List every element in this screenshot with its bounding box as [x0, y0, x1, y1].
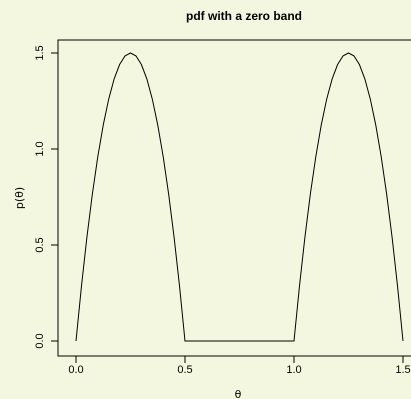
y-axis-label: p(θ): [13, 187, 26, 209]
y-tick-label: 0.5: [34, 237, 46, 252]
x-axis: 0.0 0.5 1.0 1.5: [68, 356, 411, 376]
plot-frame: [57, 39, 411, 357]
density-curve: [75, 52, 404, 342]
x-tick-label: 0.0: [68, 364, 83, 376]
chart-title: pdf with a zero band: [186, 9, 302, 23]
x-tick-label: 1.0: [286, 364, 301, 376]
x-tick-label: 1.5: [395, 364, 410, 376]
y-tick-label: 0.0: [34, 333, 46, 348]
x-tick-label: 0.5: [177, 364, 192, 376]
x-axis-label: θ: [235, 388, 242, 399]
y-tick-label: 1.0: [34, 141, 46, 156]
y-tick-label: 1.5: [34, 45, 46, 60]
y-axis: 0.0 0.5 1.0 1.5: [34, 45, 58, 349]
